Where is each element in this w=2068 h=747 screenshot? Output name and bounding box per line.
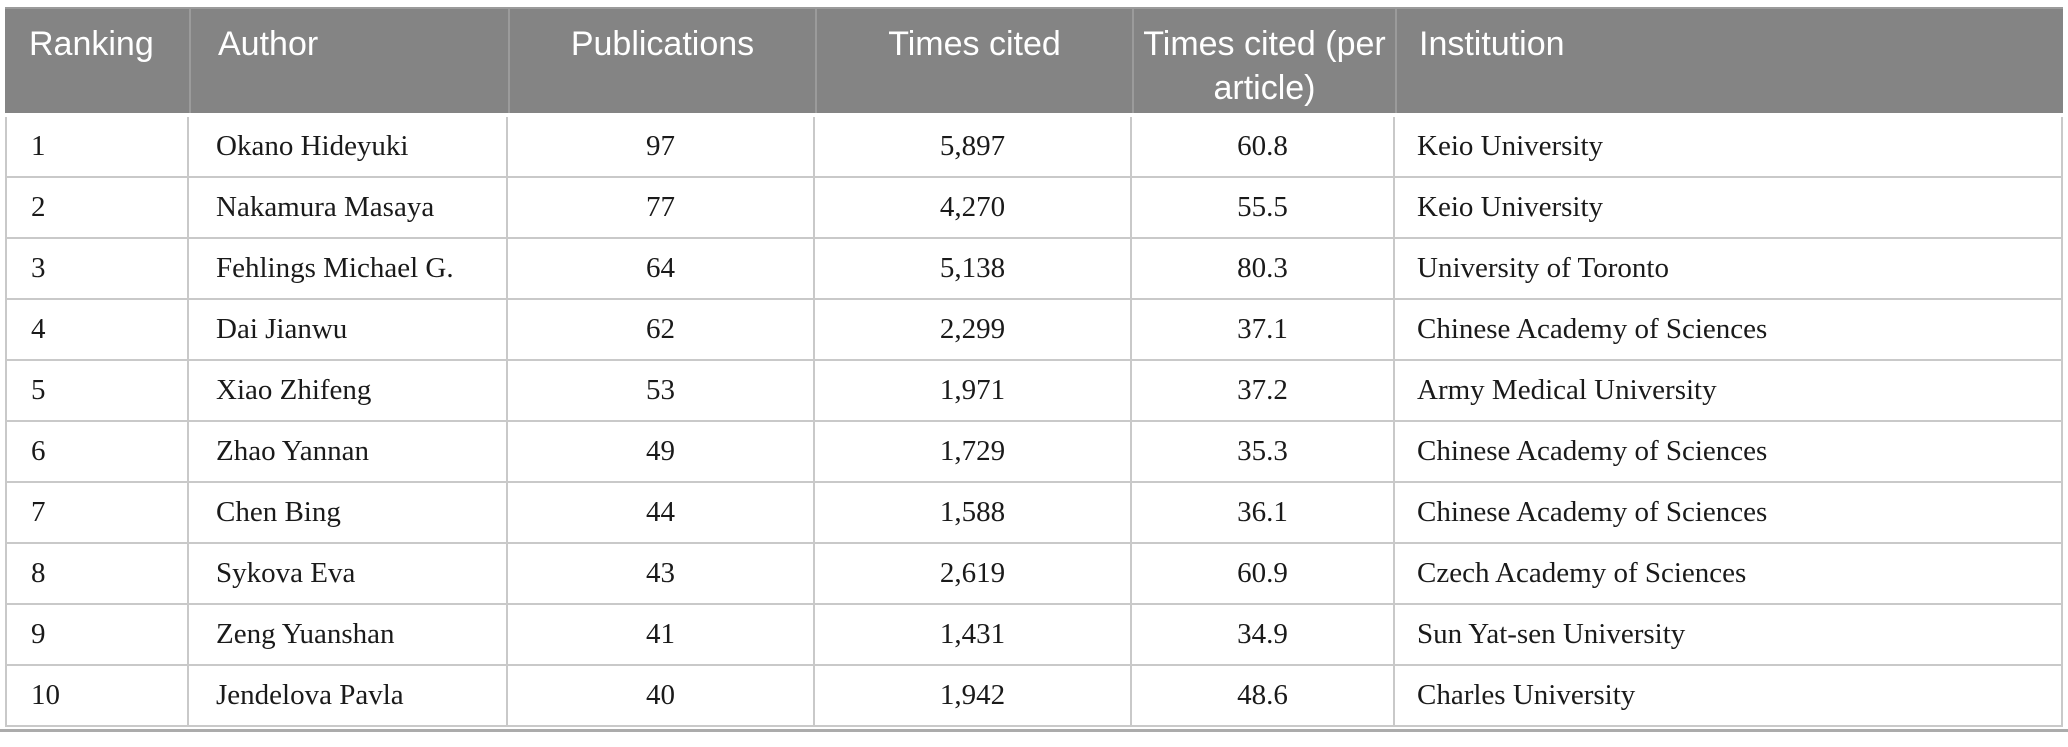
column-header-publications: Publications bbox=[508, 9, 815, 113]
cell-times-cited: 1,729 bbox=[815, 422, 1132, 481]
cell-ranking: 7 bbox=[5, 483, 189, 542]
cell-institution: University of Toronto bbox=[1395, 239, 2063, 298]
cell-ranking: 6 bbox=[5, 422, 189, 481]
cell-publications: 49 bbox=[508, 422, 815, 481]
cell-times-cited-per-article: 37.1 bbox=[1132, 300, 1395, 359]
cell-ranking: 3 bbox=[5, 239, 189, 298]
table-row: 9 Zeng Yuanshan 41 1,431 34.9 Sun Yat-sen Uni… bbox=[5, 605, 2063, 666]
cell-times-cited-per-article: 55.5 bbox=[1132, 178, 1395, 237]
cell-publications: 41 bbox=[508, 605, 815, 664]
cell-publications: 97 bbox=[508, 117, 815, 176]
cell-publications: 77 bbox=[508, 178, 815, 237]
cell-author: Zhao Yannan bbox=[189, 422, 508, 481]
cell-institution: Keio University bbox=[1395, 117, 2063, 176]
cell-times-cited: 4,270 bbox=[815, 178, 1132, 237]
cell-times-cited-per-article: 36.1 bbox=[1132, 483, 1395, 542]
table-row: 8 Sykova Eva 43 2,619 60.9 Czech Academy of S… bbox=[5, 544, 2063, 605]
cell-publications: 62 bbox=[508, 300, 815, 359]
cell-institution: Keio University bbox=[1395, 178, 2063, 237]
cell-ranking: 9 bbox=[5, 605, 189, 664]
cell-publications: 64 bbox=[508, 239, 815, 298]
table-row: 10 Jendelova Pavla 40 1,942 48.6 Charles Univ… bbox=[5, 666, 2063, 727]
cell-times-cited-per-article: 37.2 bbox=[1132, 361, 1395, 420]
cell-institution: Chinese Academy of Sciences bbox=[1395, 483, 2063, 542]
table-row: 6 Zhao Yannan 49 1,729 35.3 Chinese Academy o… bbox=[5, 422, 2063, 483]
column-header-times-cited: Times cited bbox=[815, 9, 1132, 113]
cell-times-cited: 2,619 bbox=[815, 544, 1132, 603]
column-header-author: Author bbox=[189, 9, 508, 113]
cell-times-cited-per-article: 34.9 bbox=[1132, 605, 1395, 664]
cell-institution: Czech Academy of Sciences bbox=[1395, 544, 2063, 603]
table-row: 5 Xiao Zhifeng 53 1,971 37.2 Army Medical Uni… bbox=[5, 361, 2063, 422]
cell-ranking: 5 bbox=[5, 361, 189, 420]
cell-publications: 44 bbox=[508, 483, 815, 542]
column-header-ranking: Ranking bbox=[29, 25, 154, 63]
cell-ranking: 8 bbox=[5, 544, 189, 603]
cell-institution: Sun Yat-sen University bbox=[1395, 605, 2063, 664]
table-row: 2 Nakamura Masaya 77 4,270 55.5 Keio Universi… bbox=[5, 178, 2063, 239]
cell-author: Fehlings Michael G. bbox=[189, 239, 508, 298]
cell-times-cited-per-article: 60.8 bbox=[1132, 117, 1395, 176]
cell-ranking: 4 bbox=[5, 300, 189, 359]
table-body: 1 Okano Hideyuki 97 5,897 60.8 Keio Universit… bbox=[5, 117, 2063, 727]
column-header-institution: Institution bbox=[1395, 9, 2063, 113]
table-header-row: Ranking Author Publications Times cited Time… bbox=[5, 7, 2063, 113]
cell-publications: 53 bbox=[508, 361, 815, 420]
cell-institution: Chinese Academy of Sciences bbox=[1395, 422, 2063, 481]
cell-author: Okano Hideyuki bbox=[189, 117, 508, 176]
cell-author: Xiao Zhifeng bbox=[189, 361, 508, 420]
cell-publications: 43 bbox=[508, 544, 815, 603]
cell-author: Jendelova Pavla bbox=[189, 666, 508, 725]
cell-times-cited: 5,897 bbox=[815, 117, 1132, 176]
cell-author: Nakamura Masaya bbox=[189, 178, 508, 237]
cell-times-cited: 1,942 bbox=[815, 666, 1132, 725]
cell-ranking: 2 bbox=[5, 178, 189, 237]
cell-ranking: 10 bbox=[5, 666, 189, 725]
cell-times-cited: 5,138 bbox=[815, 239, 1132, 298]
cell-times-cited-per-article: 60.9 bbox=[1132, 544, 1395, 603]
cell-times-cited: 2,299 bbox=[815, 300, 1132, 359]
cell-times-cited-per-article: 80.3 bbox=[1132, 239, 1395, 298]
table-bottom-rule bbox=[0, 729, 2068, 732]
cell-author: Zeng Yuanshan bbox=[189, 605, 508, 664]
cell-author: Dai Jianwu bbox=[189, 300, 508, 359]
cell-institution: Chinese Academy of Sciences bbox=[1395, 300, 2063, 359]
table-row: 7 Chen Bing 44 1,588 36.1 Chinese Academy of … bbox=[5, 483, 2063, 544]
top-authors-ranking-table: Ranking Author Publications Times cited Time… bbox=[0, 7, 2068, 732]
cell-times-cited: 1,971 bbox=[815, 361, 1132, 420]
table-row: 3 Fehlings Michael G. 64 5,138 80.3 Universit… bbox=[5, 239, 2063, 300]
cell-times-cited: 1,588 bbox=[815, 483, 1132, 542]
cell-institution: Army Medical University bbox=[1395, 361, 2063, 420]
cell-times-cited-per-article: 35.3 bbox=[1132, 422, 1395, 481]
cell-times-cited-per-article: 48.6 bbox=[1132, 666, 1395, 725]
cell-author: Chen Bing bbox=[189, 483, 508, 542]
cell-author: Sykova Eva bbox=[189, 544, 508, 603]
cell-ranking: 1 bbox=[5, 117, 189, 176]
cell-times-cited: 1,431 bbox=[815, 605, 1132, 664]
column-header-times-cited-per-article: Times cited (per article) bbox=[1132, 9, 1395, 113]
table-row: 1 Okano Hideyuki 97 5,897 60.8 Keio Universit… bbox=[5, 117, 2063, 178]
cell-publications: 40 bbox=[508, 666, 815, 725]
cell-institution: Charles University bbox=[1395, 666, 2063, 725]
table-row: 4 Dai Jianwu 62 2,299 37.1 Chinese Academy of… bbox=[5, 300, 2063, 361]
